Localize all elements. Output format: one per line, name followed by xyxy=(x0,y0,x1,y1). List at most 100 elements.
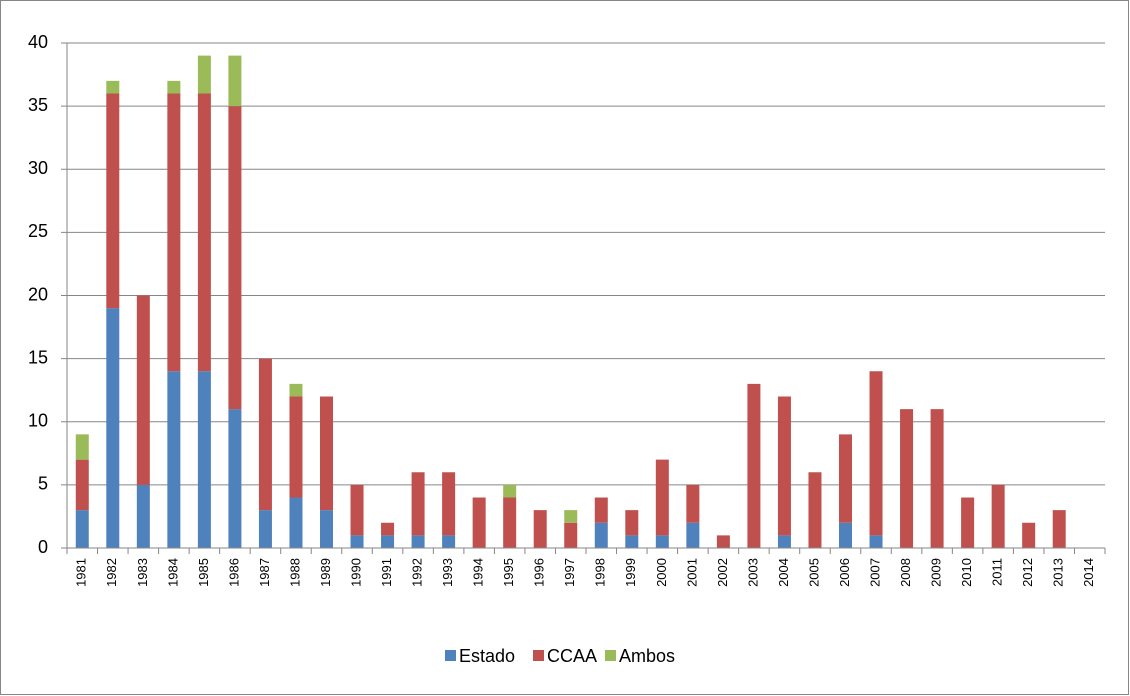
bar-segment xyxy=(1022,522,1036,548)
x-tick-label: 1997 xyxy=(562,558,577,587)
bar-segment xyxy=(197,371,211,548)
bar-segment xyxy=(106,308,120,548)
bar-segment xyxy=(594,522,608,548)
bar-segment xyxy=(381,535,395,548)
bar-segment xyxy=(655,459,669,536)
bar-segment xyxy=(167,371,181,548)
x-tick-label: 2012 xyxy=(1020,558,1035,587)
bar-segment xyxy=(533,510,547,548)
legend-swatch xyxy=(533,650,544,661)
legend-label: CCAA xyxy=(547,646,597,666)
x-tick-label: 1981 xyxy=(74,558,89,587)
bar-segment xyxy=(75,434,89,460)
x-tick-label: 2010 xyxy=(959,558,974,587)
x-tick-label: 1998 xyxy=(593,558,608,587)
y-tick-label: 40 xyxy=(28,32,48,52)
legend-swatch xyxy=(445,650,456,661)
bar-segment xyxy=(197,93,211,372)
bar-segment xyxy=(747,383,761,548)
bar-segment xyxy=(564,522,578,548)
legend-label: Estado xyxy=(459,646,515,666)
x-tick-label: 2014 xyxy=(1081,558,1096,587)
bar-segment xyxy=(839,522,852,548)
bar-segment xyxy=(289,497,303,548)
bar-segment xyxy=(167,93,181,372)
bar-segment xyxy=(564,510,578,523)
bar-segment xyxy=(320,510,333,548)
bar-segment xyxy=(136,484,150,548)
y-tick-label: 20 xyxy=(28,284,48,304)
bar-segment xyxy=(625,535,639,548)
x-tick-label: 2009 xyxy=(929,558,944,587)
x-tick-label: 2008 xyxy=(898,558,913,587)
bar-segment xyxy=(594,497,608,523)
y-tick-label: 10 xyxy=(28,411,48,431)
bar-segment xyxy=(686,484,700,523)
x-tick-label: 1988 xyxy=(287,558,302,587)
bar-segment xyxy=(411,535,425,548)
bar-segment xyxy=(808,472,822,548)
x-tick-label: 2004 xyxy=(776,558,791,587)
bar-segment xyxy=(777,535,791,548)
bar-segment xyxy=(136,295,150,485)
bar-segment xyxy=(503,497,517,548)
x-tick-label: 1984 xyxy=(165,558,180,587)
x-tick-label: 1991 xyxy=(379,558,394,587)
x-tick-label: 2006 xyxy=(837,558,852,587)
x-tick-label: 1993 xyxy=(440,558,455,587)
bar-segment xyxy=(289,396,303,498)
x-tick-label: 2013 xyxy=(1051,558,1066,587)
bar-segment xyxy=(75,459,89,511)
bar-segment xyxy=(961,497,975,548)
x-tick-label: 2003 xyxy=(745,558,760,587)
bar-segment xyxy=(625,510,639,536)
bar-segment xyxy=(839,434,852,523)
bar-segment xyxy=(1052,510,1066,548)
x-tick-label: 1989 xyxy=(318,558,333,587)
bar-segment xyxy=(991,484,1005,548)
x-tick-label: 1994 xyxy=(471,558,486,587)
x-tick-label: 2000 xyxy=(654,558,669,587)
bar-segment xyxy=(228,55,242,107)
x-tick-label: 1983 xyxy=(135,558,150,587)
bar-segment xyxy=(350,484,364,536)
bar-segment xyxy=(289,383,303,397)
bar-segment xyxy=(472,497,486,548)
x-tick-label: 1990 xyxy=(348,558,363,587)
bar-segment xyxy=(655,535,669,548)
bar-segment xyxy=(686,522,700,548)
bar-segment xyxy=(869,535,883,548)
y-tick-label: 35 xyxy=(28,95,48,115)
legend-swatch xyxy=(605,650,616,661)
bar-segment xyxy=(106,93,120,309)
bar-segment xyxy=(716,535,730,548)
bar-segment xyxy=(258,510,272,548)
x-tick-label: 1995 xyxy=(501,558,516,587)
bar-segment xyxy=(75,510,89,548)
y-tick-label: 0 xyxy=(38,537,48,557)
x-tick-label: 1999 xyxy=(623,558,638,587)
y-tick-label: 15 xyxy=(28,347,48,367)
bar-segment xyxy=(167,80,181,94)
x-tick-label: 2002 xyxy=(715,558,730,587)
x-tick-label: 2007 xyxy=(867,558,882,587)
bar-segment xyxy=(381,522,395,536)
legend-label: Ambos xyxy=(619,646,675,666)
bar-segment xyxy=(350,535,364,548)
bar-segment xyxy=(258,358,272,511)
bar-segment xyxy=(320,396,333,511)
bar-segment xyxy=(106,80,120,94)
y-tick-label: 25 xyxy=(28,221,48,241)
bar-segment xyxy=(228,106,242,410)
bar-segment xyxy=(869,371,883,536)
y-tick-label: 5 xyxy=(38,474,48,494)
x-tick-label: 1986 xyxy=(226,558,241,587)
bar-segment xyxy=(900,409,914,548)
bar-segment xyxy=(930,409,944,548)
x-tick-label: 1992 xyxy=(410,558,425,587)
bar-segment xyxy=(777,396,791,536)
bar-segment xyxy=(197,55,211,94)
x-tick-label: 2011 xyxy=(990,558,1005,586)
